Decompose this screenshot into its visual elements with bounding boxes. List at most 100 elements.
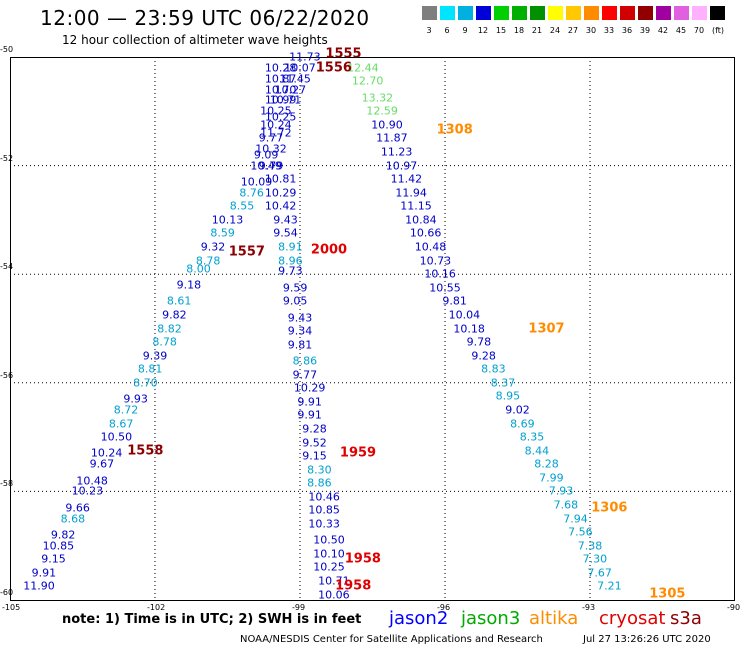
footer-note: note: 1) Time is in UTC; 2) SWH is in fe… [62,612,362,627]
wave-height-value: 12.59 [366,104,398,118]
legend-swatch [422,6,437,20]
wave-height-value: 10.25 [264,110,297,124]
wave-height-value: 8.81 [137,362,163,376]
wave-height-value: 11.94 [395,186,427,200]
wave-height-value: 9.54 [273,226,298,240]
legend-swatch [674,6,689,20]
wave-height-value: 10.16 [424,267,456,281]
wave-height-value: 9.81 [442,294,467,308]
credit-text: NOAA/NESDIS Center for Satellite Applica… [240,634,543,645]
pass-number-label: 1958 [344,551,381,567]
wave-height-value: 8.67 [108,417,134,431]
legend-swatch [512,6,527,20]
wave-height-value: 9.43 [287,311,313,325]
legend-swatch [692,6,707,20]
wave-height-value: 9.02 [505,403,530,417]
wave-height-value: 8.37 [490,376,516,390]
wave-height-value: 8.35 [519,430,545,444]
wave-height-value: 10.66 [409,226,442,240]
wave-height-value: 9.52 [302,436,327,450]
timestamp: Jul 27 13:26:26 UTC 2020 [583,634,711,645]
wave-height-value: 10.70 [264,83,297,97]
pass-number-label: 1307 [528,321,565,336]
legend-label: 27 [567,26,579,35]
wave-height-value: 8.55 [229,199,255,213]
wave-height-value: 10.24 [90,446,123,460]
wave-height-value: 10.71 [318,574,350,588]
legend-swatch [458,6,473,20]
wave-height-value: 7.38 [577,539,603,553]
pass-number-label: 1555 [325,46,362,62]
wave-height-value: 8.59 [210,226,235,240]
wave-height-value: 13.32 [361,91,394,105]
x-tick-label: -90 [727,603,740,612]
satellite-s3a: s3a [670,608,702,629]
wave-height-value: 9.66 [65,501,90,515]
legend-swatch [710,6,725,20]
legend-label: 9 [462,26,468,35]
wave-height-value: 9.15 [41,552,66,566]
legend-swatch [638,6,653,20]
pass-number-label: 1308 [436,122,473,138]
wave-height-value: 9.28 [302,422,327,436]
x-tick-label: -99 [292,603,306,612]
pass-number-label: 1557 [228,244,265,260]
wave-height-value: 10.09 [240,175,273,189]
wave-height-value: 10.24 [260,118,292,132]
wave-height-value: 9.81 [287,338,313,352]
wave-height-value: 9.79 [258,159,284,173]
wave-height-value: 10.32 [255,142,287,156]
x-tick-label: -102 [147,603,166,612]
pass-number-label: 1558 [127,443,164,459]
wave-height-value: 7.30 [582,552,608,566]
wave-height-value: 8.70 [133,376,158,390]
legend-label: 18 [513,26,525,35]
wave-height-value: 9.78 [466,335,492,349]
wave-height-value: 10.25 [260,104,292,118]
y-tick-label: -50 [0,45,14,54]
wave-height-value: 11.90 [23,579,55,593]
legend-label: 3 [426,26,432,35]
legend-swatch [548,6,563,20]
wave-height-value: 8.76 [239,186,264,200]
wave-height-value: 10.33 [308,517,340,531]
wave-height-value: 7.94 [563,512,588,526]
wave-height-value: 10.29 [293,381,326,395]
wave-height-value: 8.72 [113,403,139,417]
legend-swatch [656,6,671,20]
wave-height-value: 11.87 [376,131,408,145]
legend-label: 30 [585,26,597,35]
wave-height-value: 7.68 [553,498,579,512]
wave-height-value: 9.34 [287,324,313,338]
satellite-jason2: jason2 [389,608,449,629]
wave-height-value: 10.81 [264,172,297,186]
wave-height-value: 10.04 [448,308,481,322]
wave-height-value: 10.55 [429,281,461,295]
wave-height-value: 7.21 [597,579,622,593]
legend-label: 12 [477,26,489,35]
wave-height-value: 10.50 [100,430,133,444]
wave-height-value: 10.28 [264,61,297,75]
legend-swatch [440,6,455,20]
wave-height-value: 7.67 [587,566,612,580]
satellite-altika: altika [529,608,579,629]
wave-height-value: 10.49 [250,159,282,173]
wave-height-value: 8.61 [166,294,192,308]
x-tick-label: -96 [437,603,451,612]
x-tick-label: -105 [2,603,21,612]
legend-label: 39 [639,26,651,35]
legend-label: 42 [657,26,669,35]
x-tick-label: -93 [582,603,596,612]
legend-label: 15 [495,26,507,35]
pass-number-label: 1306 [591,500,628,516]
wave-height-value: 8.86 [292,354,318,368]
wave-height-value: 10.10 [313,547,345,561]
wave-height-value: 10.13 [211,213,244,227]
legend-label: 36 [621,26,633,35]
wave-height-value: 10.07 [284,61,316,75]
wave-height-value: 8.83 [481,362,506,376]
legend-label: 70 [693,26,705,35]
wave-height-value: 8.44 [524,444,550,458]
legend-label: 24 [549,26,561,35]
